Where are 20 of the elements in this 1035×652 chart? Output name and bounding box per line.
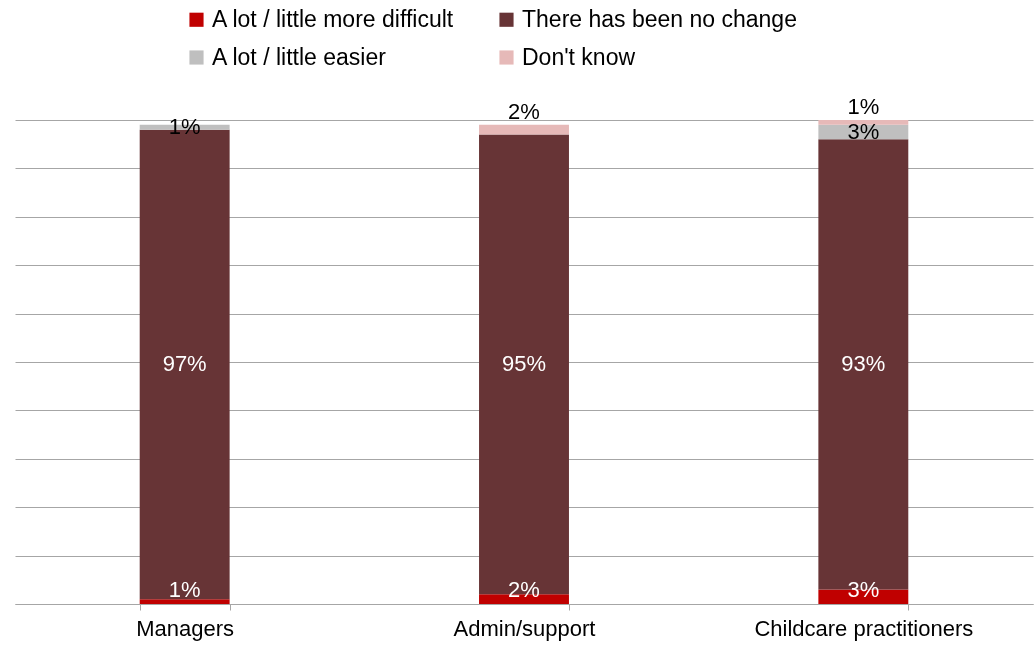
bar — [479, 134, 569, 595]
data-label: 97% — [162, 351, 207, 377]
legend-label: A lot / little more difficult — [212, 5, 454, 32]
legend-label: Don't know — [522, 43, 636, 70]
data-label: 2% — [508, 577, 540, 602]
data-label: 3% — [847, 577, 880, 602]
data-label: 95% — [501, 351, 547, 377]
legend-label: A lot / little easier — [212, 43, 387, 70]
x-tick-label: Childcare practitioners — [754, 615, 974, 641]
x-tick-label: Managers — [136, 615, 235, 641]
x-tick-label: Admin/support — [453, 615, 596, 641]
bar — [139, 599, 230, 604]
bar — [479, 124, 569, 135]
legend-label: There has been no change — [522, 5, 797, 32]
data-label: 1% — [168, 577, 201, 602]
data-label: 1% — [847, 94, 880, 119]
data-label: 3% — [847, 119, 880, 145]
data-label: 2% — [508, 98, 540, 124]
data-label: 93% — [841, 351, 886, 377]
bar — [818, 120, 909, 125]
